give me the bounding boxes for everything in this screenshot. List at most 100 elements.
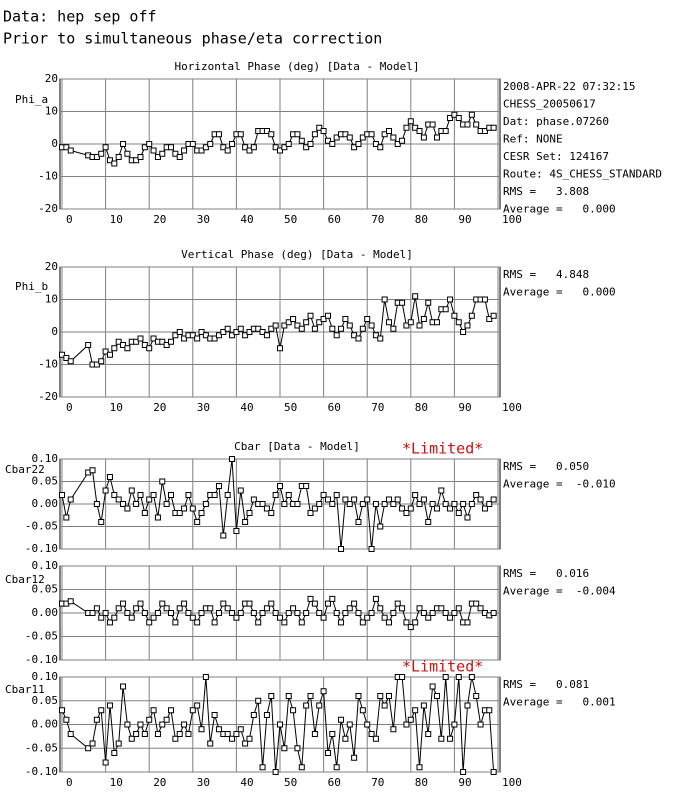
data-point [237,131,244,138]
data-point [263,128,270,134]
data-point [106,619,113,626]
data-point [263,332,270,339]
x-tick-label: 70 [371,776,384,789]
data-point [386,496,392,503]
data-point [194,702,201,709]
data-point [477,496,484,503]
data-point [281,322,288,329]
data-point [111,345,118,352]
data-point [473,693,480,699]
y-tick-label: -0.10 [25,653,58,666]
data-point [490,610,497,616]
info-text: Dat: phase.07260 [503,115,609,128]
data-point [346,134,353,141]
data-point [316,319,323,326]
data-point [342,316,349,322]
data-point [455,115,462,121]
data-point [346,501,353,507]
x-tick-label: 20 [153,776,166,789]
x-tick-label: 10 [110,401,123,414]
data-point [290,707,297,714]
data-point [490,312,497,319]
data-point [133,605,140,612]
data-point [329,501,336,507]
header-line: Data: hep sep off [3,8,157,26]
x-tick-label: 50 [284,776,297,789]
data-point [159,721,166,728]
data-point [211,335,218,342]
data-point [211,712,218,718]
data-point [333,492,340,498]
data-point [176,731,183,737]
data-point [150,614,157,621]
data-point [285,492,292,498]
data-point [185,610,192,616]
data-point [272,144,279,151]
info-text: Ref: NONE [503,133,563,146]
y-tick-label: 0.05 [32,583,59,596]
data-point [420,316,427,322]
data-point [298,764,305,771]
data-point [98,614,105,621]
data-point [111,160,118,167]
data-point [390,325,397,332]
info-text: CHESS_20050617 [503,98,596,111]
info-text: Average = -0.010 [503,478,616,491]
data-point [146,496,153,503]
y-tick-label: -20 [38,390,58,403]
data-point [268,325,275,332]
data-point [399,605,406,612]
data-point [486,316,493,322]
data-point [442,501,449,507]
data-point [198,726,205,733]
data-point [272,322,279,329]
data-point [133,501,140,507]
data-point [364,614,371,621]
x-tick-label: 80 [415,401,428,414]
data-point [85,342,92,348]
data-point [128,614,135,621]
data-point [268,693,275,699]
data-point [163,716,170,723]
data-point [124,505,131,512]
data-point [355,693,362,699]
y-tick-label: 0.05 [32,694,59,707]
data-point [281,745,288,752]
data-point [93,605,100,612]
panel-title: Vertical Phase (deg) [Data - Model] [181,248,413,261]
data-point [168,338,174,345]
data-point [429,683,436,690]
data-point [473,492,480,498]
x-tick-label: 40 [240,213,253,226]
data-point [63,716,70,723]
data-point [133,731,140,737]
data-point [198,329,205,335]
data-point [159,338,166,345]
data-point [307,693,314,699]
data-point [355,519,362,525]
data-point [346,322,353,329]
data-point [412,124,419,131]
data-point [438,735,445,742]
data-point [473,121,480,128]
x-tick-label: 10 [110,776,123,789]
data-point [229,332,236,339]
data-point [268,600,275,607]
data-point [220,532,227,539]
data-point [133,338,140,345]
y-tick-label: 0.10 [32,670,59,683]
data-point [172,332,179,339]
data-point [377,523,384,530]
data-point [111,492,118,498]
data-point [333,134,340,141]
data-point [381,501,388,507]
data-point [464,322,471,329]
data-point [215,483,222,489]
info-text: CESR Set: 124167 [503,150,609,163]
data-point [281,619,288,626]
data-point [390,726,397,733]
data-point [451,610,458,616]
data-point [368,131,375,138]
data-point [486,707,493,714]
data-point [438,487,445,494]
